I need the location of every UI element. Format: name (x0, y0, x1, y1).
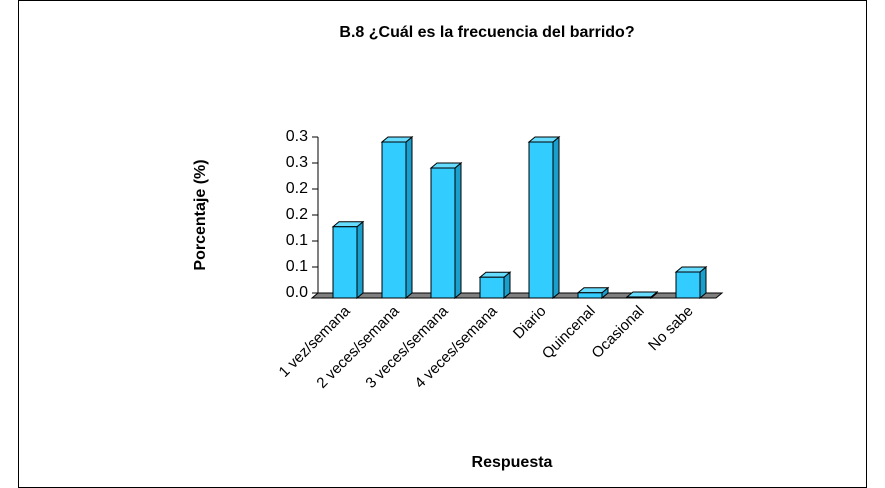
bar (527, 135, 561, 300)
y-tick-label: 0.1 (286, 258, 308, 275)
y-tick-label: 0.3 (286, 128, 308, 145)
bar-front (332, 226, 358, 299)
y-axis-label: Porcentaje (%) (192, 159, 209, 270)
bar-front (675, 271, 701, 299)
bar-top (625, 291, 659, 298)
bar-side (552, 135, 560, 300)
bar-front (577, 292, 603, 299)
floor (310, 292, 724, 299)
bar-front (430, 167, 456, 299)
y-tick-label: 0.3 (286, 154, 308, 171)
bar-front (528, 141, 554, 299)
bar-top (576, 287, 610, 294)
bar-front (479, 276, 505, 299)
x-axis-label: Respuesta (472, 454, 553, 471)
bar (429, 161, 463, 300)
bar (625, 290, 659, 300)
bar-top (380, 136, 414, 143)
bar (674, 265, 708, 300)
bar-front (381, 141, 407, 299)
bar-front (626, 296, 652, 299)
chart-title: B.8 ¿Cuál es la frecuencia del barrido? (339, 24, 634, 41)
bar-top (527, 136, 561, 143)
y-tick-label: 0.2 (286, 206, 308, 223)
y-tick-label: 0.1 (286, 232, 308, 249)
y-tick-label: 0.2 (286, 180, 308, 197)
bar-top (429, 162, 463, 169)
bar-top (674, 266, 708, 273)
bar-top (331, 221, 365, 228)
bar (478, 271, 512, 300)
bar (380, 135, 414, 300)
bar-top (478, 271, 512, 278)
bar-side (405, 135, 413, 300)
bar-side (356, 220, 364, 300)
bar (331, 220, 365, 300)
y-tick-label: 0.0 (286, 284, 308, 301)
bar-side (454, 161, 462, 300)
bar (576, 286, 610, 300)
